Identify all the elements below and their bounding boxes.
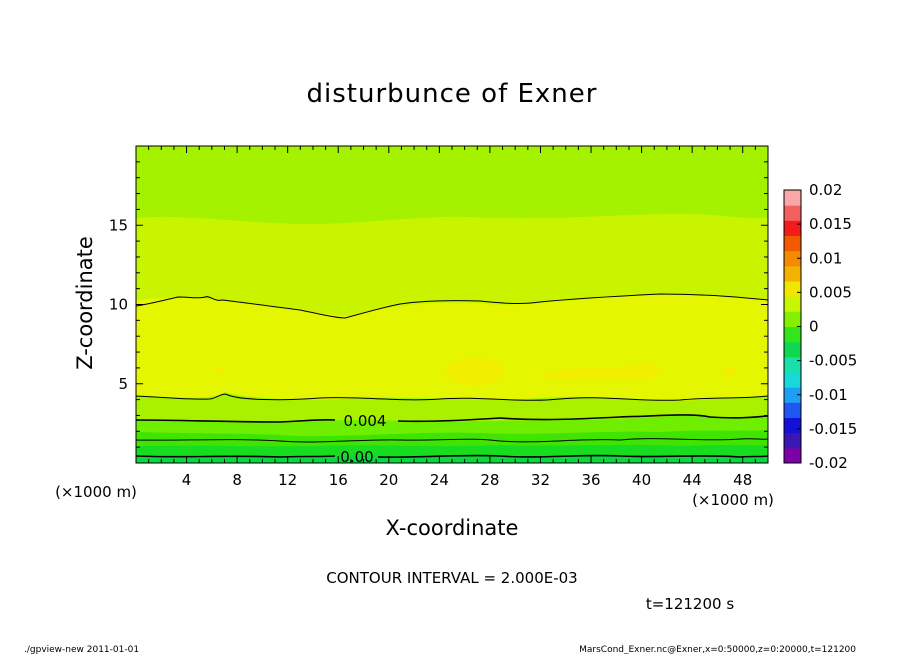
contour-line-0.004 (136, 414, 768, 423)
colorbar-swatch (784, 356, 801, 373)
x-tick-label: 16 (329, 471, 348, 489)
x-axis: 4 8 12 16 20 24 28 32 36 40 44 48 (148, 146, 756, 489)
max-region-3 (213, 367, 223, 373)
colorbar-tick-label: -0.02 (809, 454, 848, 472)
colorbar-tick-label: -0.01 (809, 386, 848, 404)
colorbar-tick-label: 0.02 (809, 181, 842, 199)
plot-area (136, 146, 768, 463)
contour-line-0.00 (136, 454, 768, 458)
x-axis-label: X-coordinate (386, 516, 519, 540)
colorbar-swatch (784, 281, 801, 297)
footer-left: ./gpview-new 2011-01-01 (24, 645, 139, 654)
contour-interval-text: CONTOUR INTERVAL = 2.000E-03 (326, 569, 577, 587)
y-axis: 5 10 15 (109, 161, 768, 448)
max-region-4 (724, 367, 736, 377)
x-tick-label: 28 (480, 471, 499, 489)
colorbar-swatch (784, 402, 801, 418)
x-tick-label: 40 (632, 471, 651, 489)
max-region-2 (538, 363, 662, 380)
time-label: t=121200 s (646, 595, 734, 613)
colorbar-swatch (784, 220, 801, 236)
x-unit-left: (×1000 m) (55, 483, 137, 501)
chart-title: disturbunce of Exner (307, 79, 598, 109)
footer-right: MarsCond_Exner.nc@Exner,x=0:50000,z=0:20… (579, 645, 856, 654)
colorbar-swatch (784, 190, 801, 206)
colorbar-swatch (784, 296, 801, 312)
colorbar-tick-label: 0.015 (809, 215, 852, 233)
contour-line (136, 438, 768, 443)
x-tick-label: 12 (278, 471, 297, 489)
contour-label: 0.004 (344, 412, 387, 430)
contour-label: 0.00 (340, 448, 373, 466)
x-tick-label: 4 (182, 471, 192, 489)
colorbar-swatch (784, 205, 801, 221)
colorbar-swatch (784, 417, 801, 434)
colorbar (784, 190, 801, 464)
colorbar-swatch (784, 387, 801, 403)
x-tick-label: 8 (232, 471, 242, 489)
colorbar-tick-label: -0.015 (809, 420, 857, 438)
y-axis-label: Z-coordinate (73, 236, 97, 370)
contour-line (136, 293, 768, 319)
colorbar-labels: 0.02 0.015 0.01 0.005 0 -0.005 -0.01 -0.015 -0.0… (797, 181, 857, 472)
colorbar-swatch (784, 235, 801, 252)
y-tick-label: 10 (109, 296, 128, 314)
colorbar-tick-label: 0.005 (809, 283, 852, 301)
x-tick-label: 20 (379, 471, 398, 489)
y-tick-label: 5 (118, 375, 128, 393)
x-tick-label: 44 (683, 471, 702, 489)
colorbar-swatch (784, 372, 801, 388)
contour-line (136, 393, 768, 401)
colorbar-swatch (784, 341, 801, 358)
colorbar-swatch (784, 250, 801, 267)
x-tick-label: 32 (531, 471, 550, 489)
max-region-1 (445, 358, 505, 386)
colorbar-swatch (784, 311, 801, 327)
colorbar-swatch (784, 447, 801, 464)
x-unit-right: (×1000 m) (692, 491, 774, 509)
x-tick-label: 36 (581, 471, 600, 489)
x-tick-label: 48 (733, 471, 752, 489)
colorbar-tick-label: 0 (809, 318, 819, 336)
y-tick-label: 15 (109, 216, 128, 234)
colorbar-tick-label: -0.005 (809, 352, 857, 370)
colorbar-swatch (784, 326, 801, 343)
colorbar-swatch (784, 432, 801, 449)
colorbar-tick-label: 0.01 (809, 249, 842, 267)
colorbar-swatch (784, 265, 801, 282)
x-tick-label: 24 (430, 471, 449, 489)
